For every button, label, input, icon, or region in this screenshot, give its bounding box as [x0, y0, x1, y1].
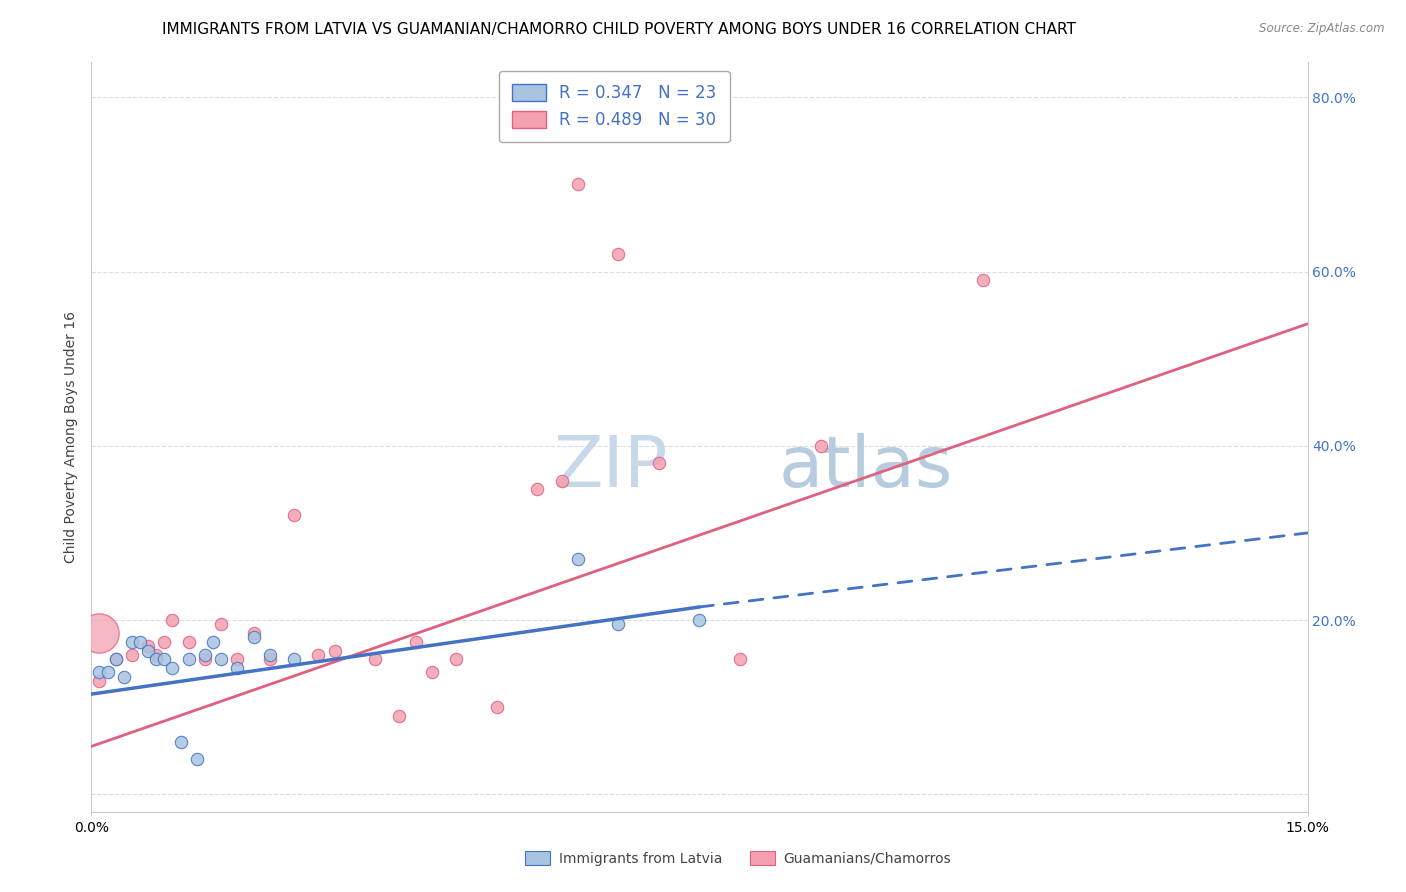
Point — [444, 652, 467, 666]
Text: ZIP: ZIP — [554, 433, 668, 501]
Point — [242, 631, 264, 645]
Text: IMMIGRANTS FROM LATVIA VS GUAMANIAN/CHAMORRO CHILD POVERTY AMONG BOYS UNDER 16 C: IMMIGRANTS FROM LATVIA VS GUAMANIAN/CHAM… — [162, 22, 1076, 37]
Point — [202, 635, 225, 649]
Point — [226, 652, 249, 666]
Point — [153, 635, 176, 649]
Point — [112, 670, 135, 684]
Point — [283, 508, 305, 523]
Point — [420, 665, 443, 680]
Point — [89, 665, 111, 680]
Point — [136, 643, 159, 657]
Point — [136, 639, 159, 653]
Y-axis label: Child Poverty Among Boys Under 16: Child Poverty Among Boys Under 16 — [65, 311, 79, 563]
Point — [323, 643, 346, 657]
Point — [283, 652, 305, 666]
Point — [607, 247, 630, 261]
Point — [194, 648, 217, 662]
Point — [485, 700, 508, 714]
Legend: Immigrants from Latvia, Guamanians/Chamorros: Immigrants from Latvia, Guamanians/Chamo… — [520, 846, 956, 871]
Point — [364, 652, 387, 666]
Point — [728, 652, 751, 666]
Point — [648, 456, 671, 470]
Point — [129, 635, 152, 649]
Point — [153, 652, 176, 666]
Point — [89, 626, 111, 640]
Point — [104, 652, 127, 666]
Point — [162, 661, 184, 675]
Point — [121, 648, 143, 662]
Point — [145, 648, 167, 662]
Point — [194, 652, 217, 666]
Point — [209, 652, 232, 666]
Point — [567, 552, 589, 566]
Point — [607, 617, 630, 632]
Point — [121, 635, 143, 649]
Point — [972, 273, 994, 287]
Point — [567, 178, 589, 192]
Point — [177, 635, 200, 649]
Legend: R = 0.347   N = 23, R = 0.489   N = 30: R = 0.347 N = 23, R = 0.489 N = 30 — [499, 70, 730, 142]
Point — [259, 652, 281, 666]
Point — [177, 652, 200, 666]
Point — [810, 439, 832, 453]
Point — [550, 474, 572, 488]
Point — [89, 673, 111, 688]
Point — [209, 617, 232, 632]
Point — [145, 652, 167, 666]
Point — [169, 735, 191, 749]
Point — [405, 635, 427, 649]
Point — [226, 661, 249, 675]
Point — [259, 648, 281, 662]
Point — [104, 652, 127, 666]
Point — [186, 752, 208, 766]
Point — [162, 613, 184, 627]
Point — [526, 483, 548, 497]
Point — [688, 613, 710, 627]
Point — [388, 709, 411, 723]
Point — [97, 665, 120, 680]
Text: Source: ZipAtlas.com: Source: ZipAtlas.com — [1260, 22, 1385, 36]
Text: atlas: atlas — [779, 433, 953, 501]
Point — [307, 648, 329, 662]
Point — [242, 626, 264, 640]
